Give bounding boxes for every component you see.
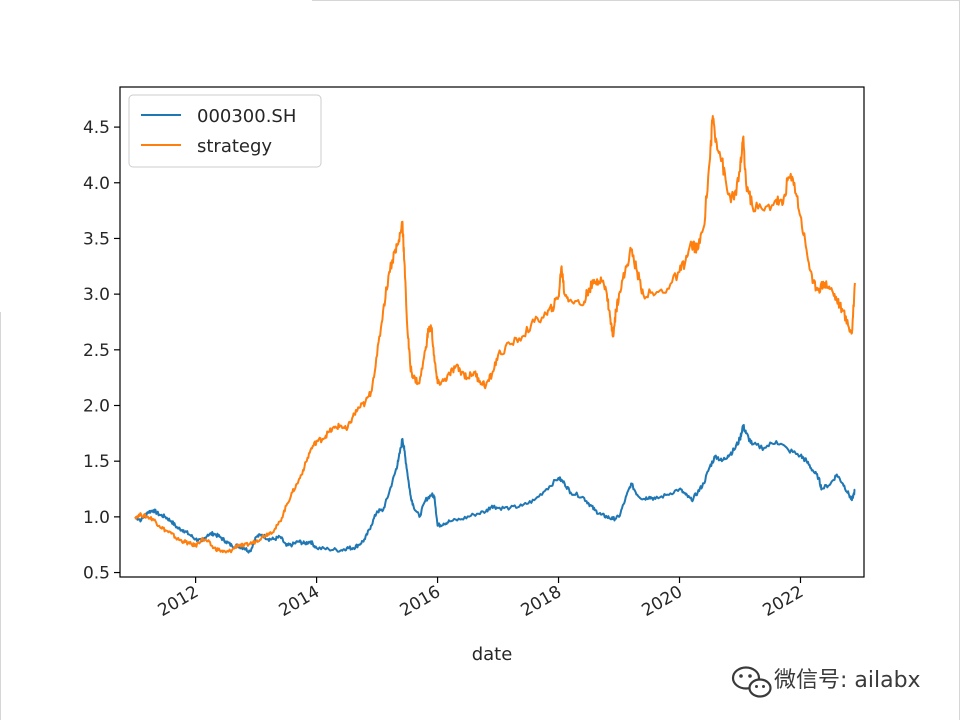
y-tick-label: 0.5	[83, 564, 110, 584]
x-axis: 2012 2014 2016 2018 2020 2022	[155, 577, 807, 621]
plot-area	[134, 115, 856, 554]
y-tick-label: 2.5	[83, 341, 110, 361]
y-tick-label: 1.0	[83, 508, 110, 528]
y-axis: 0.5 1.0 1.5 2.0 2.5 3.0 3.5 4.0 4.5	[83, 118, 120, 584]
watermark: 微信号: ailabx	[731, 666, 921, 698]
axes-frame	[119, 86, 865, 578]
y-tick-label: 2.0	[83, 397, 110, 417]
x-axis-label: date	[472, 644, 513, 665]
series-line-1	[134, 115, 856, 554]
legend-box	[128, 94, 322, 168]
legend-entry-label: 000300.SH	[197, 106, 296, 127]
wechat-icon	[731, 666, 772, 698]
x-tick-label: 2022	[760, 582, 807, 621]
y-tick-label: 4.0	[83, 174, 110, 194]
series-line-0	[134, 424, 856, 554]
x-tick-label: 2018	[518, 582, 565, 621]
y-tick-label: 1.5	[83, 452, 110, 472]
x-tick-label: 2014	[276, 582, 323, 621]
legend: 000300.SH strategy	[128, 94, 322, 168]
legend-entry-label: strategy	[197, 136, 272, 157]
y-tick-label: 3.0	[83, 285, 110, 305]
x-tick-label: 2020	[639, 582, 686, 621]
x-tick-label: 2016	[397, 582, 444, 621]
x-tick-label: 2012	[155, 582, 202, 621]
watermark-text: 微信号: ailabx	[774, 668, 921, 693]
y-tick-label: 4.5	[83, 118, 110, 138]
y-tick-label: 3.5	[83, 229, 110, 249]
